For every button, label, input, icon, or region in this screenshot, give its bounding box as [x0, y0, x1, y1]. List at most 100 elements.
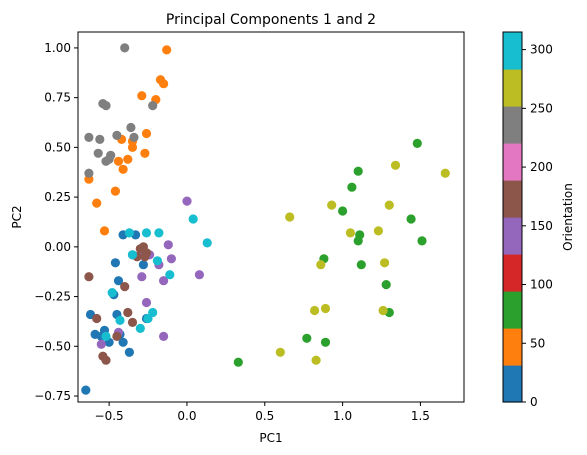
data-point	[356, 260, 366, 270]
data-point	[112, 130, 122, 140]
data-point	[390, 160, 401, 170]
data-point	[124, 347, 134, 357]
colorbar-tick-label: 50	[530, 336, 545, 350]
data-point	[138, 260, 148, 270]
data-point	[84, 272, 94, 282]
colorbar-bin	[503, 32, 522, 70]
data-point	[129, 132, 139, 142]
data-point	[120, 43, 130, 53]
y-tick-label: −0.75	[34, 389, 71, 403]
data-point	[417, 236, 427, 246]
data-point	[93, 148, 103, 158]
data-point	[353, 166, 363, 176]
data-point	[107, 288, 117, 298]
data-point	[310, 305, 320, 316]
colorbar-frame	[502, 31, 523, 403]
data-point	[202, 238, 212, 248]
data-point	[141, 297, 152, 308]
colorbar-bin	[503, 69, 522, 107]
data-point	[182, 196, 192, 206]
x-tick-label: −0.5	[95, 409, 124, 423]
data-point	[141, 248, 152, 258]
data-point	[141, 228, 152, 238]
y-tick-label: 0.00	[44, 240, 71, 254]
data-point	[124, 228, 134, 238]
y-axis: −0.75 −0.50 −0.25 0.00 0.25 0.50 0.75 1.00	[34, 41, 78, 403]
data-point	[120, 282, 130, 292]
data-point	[327, 200, 337, 210]
data-point	[316, 260, 326, 270]
data-point	[81, 385, 91, 395]
colorbar-bin	[503, 365, 522, 403]
data-point	[118, 164, 128, 174]
data-point	[159, 79, 169, 89]
x-tick-label: 1.0	[333, 409, 352, 423]
colorbar-bin	[503, 217, 522, 255]
data-point	[320, 303, 331, 314]
data-point	[320, 337, 331, 347]
data-point	[233, 357, 243, 367]
x-tick-label: 0.5	[255, 409, 274, 423]
x-tick-label: 1.5	[411, 409, 430, 423]
data-point	[162, 45, 172, 55]
y-tick-label: −0.50	[34, 339, 71, 353]
colorbar-tick-label: 150	[530, 219, 553, 233]
colorbar-tick-label: 0	[530, 395, 538, 409]
data-point	[302, 333, 312, 343]
data-point	[440, 168, 450, 178]
data-point	[194, 270, 204, 280]
data-point	[188, 214, 198, 224]
data-point	[338, 206, 348, 216]
data-point	[141, 128, 152, 139]
data-point	[118, 337, 128, 347]
data-point	[84, 132, 94, 142]
data-point	[101, 101, 111, 111]
colorbar-tick-label: 100	[530, 278, 553, 292]
data-point	[384, 200, 394, 210]
data-point	[113, 276, 124, 286]
data-point	[406, 214, 416, 224]
y-axis-label: PC2	[10, 205, 24, 228]
data-point	[148, 101, 158, 111]
colorbar-bin	[503, 143, 522, 181]
data-point	[311, 355, 321, 365]
data-point	[101, 331, 111, 341]
data-point	[163, 240, 173, 250]
data-point	[373, 226, 383, 236]
data-point	[148, 307, 158, 318]
scatter-points	[81, 43, 450, 395]
data-point	[96, 339, 106, 349]
y-tick-label: −0.25	[34, 290, 71, 304]
data-point	[285, 212, 295, 222]
data-point	[92, 313, 102, 324]
data-point	[159, 276, 169, 286]
chart-title: Principal Components 1 and 2	[166, 12, 376, 28]
colorbar-bin	[503, 291, 522, 329]
data-point	[112, 331, 122, 341]
data-point	[355, 230, 365, 240]
data-point	[412, 138, 422, 148]
colorbar-label: Orientation	[561, 183, 575, 251]
data-point	[152, 256, 162, 266]
data-point	[106, 150, 116, 160]
x-axis-label: PC1	[259, 431, 282, 445]
data-point	[137, 272, 147, 282]
data-point	[84, 168, 94, 178]
colorbar-bin	[503, 106, 522, 144]
data-point	[154, 228, 164, 238]
colorbar-bin	[503, 180, 522, 218]
data-point	[115, 315, 125, 325]
data-point	[113, 156, 124, 166]
colorbar-tick-label: 250	[530, 101, 553, 115]
colorbar-bin	[503, 328, 522, 366]
y-tick-label: 0.75	[44, 91, 71, 105]
data-point	[127, 250, 138, 260]
data-point	[140, 148, 150, 158]
y-tick-label: 0.50	[44, 140, 71, 154]
x-tick-label: 0.0	[177, 409, 196, 423]
data-point	[166, 254, 176, 264]
data-point	[275, 347, 285, 357]
data-point	[127, 317, 138, 327]
colorbar-ticks: 0 50 100 150 200 250 300	[522, 43, 553, 409]
